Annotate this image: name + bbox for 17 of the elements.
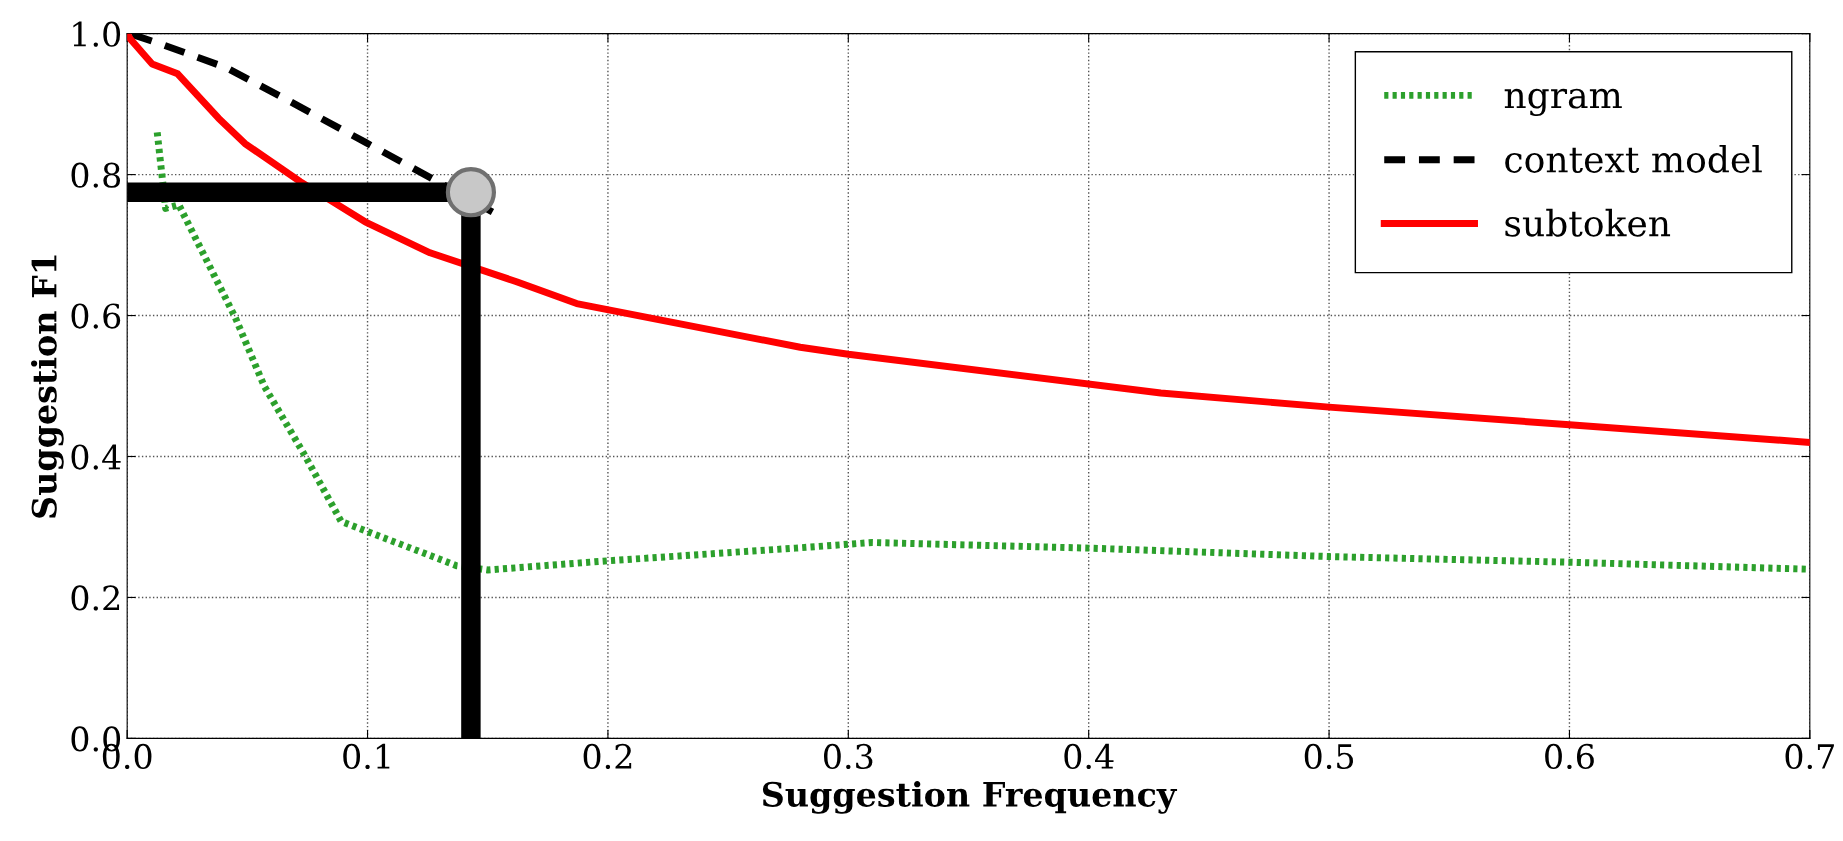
y-tick-label: 0.4: [71, 444, 121, 470]
y-tick-label: 0.2: [71, 585, 120, 611]
legend-label: subtoken: [1505, 208, 1671, 237]
x-tick-label: 0.3: [824, 743, 873, 770]
x-tick-label: 0.2: [583, 743, 632, 770]
x-tick-label: 0.4: [1064, 743, 1114, 770]
y-tick-label: 1.0: [73, 21, 121, 47]
x-axis-title: Suggestion Frequency: [762, 781, 1178, 814]
legend-label: ngram: [1504, 88, 1622, 117]
x-tick-label: 0.6: [1545, 743, 1594, 770]
legend-label: context model: [1505, 144, 1762, 173]
y-tick-label: 0.6: [71, 303, 121, 329]
x-tick-label: 0.7: [1785, 743, 1834, 770]
y-tick-label: 0.8: [71, 162, 121, 188]
x-tick-label: 0.5: [1304, 743, 1353, 770]
x-tick-label: 0.1: [343, 743, 390, 770]
y-axis-title: Suggestion F1: [31, 255, 64, 518]
